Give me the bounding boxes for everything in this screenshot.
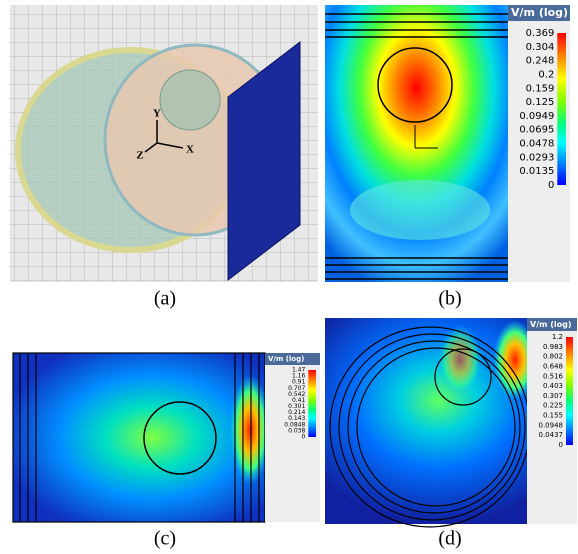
panel-caption: (a) (154, 288, 176, 310)
figure: (a) Y Z X (b) V/m (log) 0.369 0.304 0.248 0.2 0.15… (0, 0, 578, 554)
legend-tick-label: 0.0695 (519, 125, 554, 136)
legend-tick-label: 0.159 (526, 83, 555, 94)
legend-tick-label: 0.369 (526, 28, 555, 39)
legend-tick-label: 0.307 (543, 392, 563, 400)
color-bar (557, 33, 566, 185)
legend-title: V/m (log) (268, 355, 304, 363)
axis-label: Y (153, 108, 161, 120)
legend-tick-label: 0 (301, 434, 305, 441)
legend-tick-label: 0.0478 (519, 139, 554, 150)
legend-title: V/m (log) (511, 6, 568, 19)
legend-tick-label: 0.304 (526, 42, 555, 53)
legend-tick-label: 1.2 (552, 333, 563, 341)
legend-tick-label: 0.248 (526, 56, 555, 67)
legend-tick-label: 0.125 (526, 97, 555, 108)
legend-title: V/m (log) (530, 320, 572, 329)
legend-tick-label: 0.802 (543, 353, 563, 361)
legend-tick-label: 0.0949 (519, 111, 554, 122)
axis-label: Z (136, 150, 143, 162)
legend-tick-label: 0.0437 (539, 431, 564, 439)
legend-tick-label: 0.516 (543, 372, 564, 380)
panel-c (13, 353, 320, 522)
legend-tick-label: 0.403 (543, 382, 563, 390)
legend-tick-label: 0 (548, 180, 554, 191)
legend-tick-label: 0.0293 (519, 152, 554, 163)
legend-tick-label: 0.225 (543, 402, 563, 410)
panel-caption: (d) (438, 528, 461, 550)
panel-caption: (c) (154, 528, 176, 550)
legend-tick-label: 0.983 (543, 343, 563, 351)
legend-tick-label: 0.0948 (539, 421, 564, 429)
panel-a (10, 5, 318, 282)
color-bar (566, 337, 573, 445)
axis-label: X (186, 144, 194, 156)
legend-tick-label: 0.0135 (519, 166, 554, 177)
legend-tick-label: 0.2 (538, 69, 554, 80)
panel-caption: (b) (438, 288, 461, 310)
legend-tick-label: 0.648 (543, 362, 563, 370)
color-bar (308, 370, 316, 437)
legend-tick-label: 0.155 (543, 412, 563, 420)
legend-tick-label: 0 (559, 441, 563, 449)
